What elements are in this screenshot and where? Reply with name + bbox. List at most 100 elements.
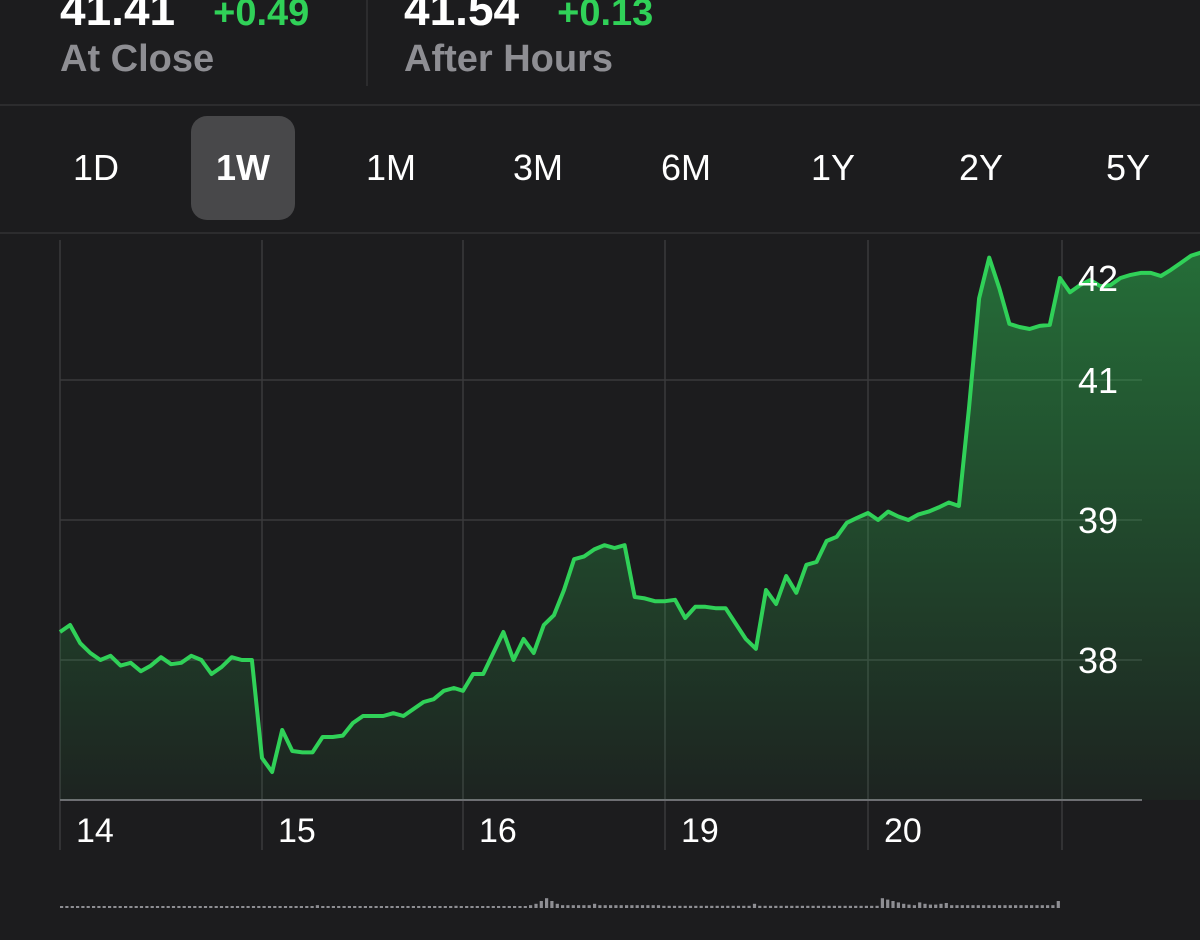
volume-bar — [795, 905, 799, 908]
price-chart[interactable]: 42 41 39 38 14 15 16 19 20 — [0, 234, 1200, 940]
volume-bar — [625, 905, 629, 908]
volume-bar — [411, 906, 415, 908]
volume-bar — [230, 906, 234, 908]
volume-bar — [939, 903, 943, 908]
close-quote: 41.41 +0.49 At Close — [60, 0, 310, 80]
volume-bar — [774, 905, 778, 908]
volume-bar — [60, 906, 64, 908]
volume-bar — [598, 905, 602, 908]
volume-bar — [827, 905, 831, 908]
y-tick-label: 38 — [1078, 640, 1118, 681]
volume-bar — [886, 899, 890, 908]
volume-bar — [523, 906, 527, 908]
tab-1y[interactable]: 1Y — [810, 147, 856, 188]
y-axis: 42 41 39 38 — [1078, 258, 1118, 681]
tab-3m[interactable]: 3M — [512, 147, 563, 188]
volume-bar — [305, 906, 309, 908]
volume-bar — [545, 898, 549, 908]
volume-bar — [518, 906, 522, 908]
volume-bar — [326, 906, 330, 908]
volume-bar — [321, 906, 325, 908]
volume-bar — [353, 906, 357, 908]
volume-bar — [139, 906, 144, 908]
volume-bar — [678, 905, 682, 908]
tab-2y[interactable]: 2Y — [958, 147, 1004, 188]
volume-bar — [241, 906, 245, 908]
volume-bar — [577, 905, 581, 908]
volume-bar — [86, 906, 90, 908]
volume-bar — [747, 905, 751, 908]
volume-bar — [390, 906, 394, 908]
volume-bar — [875, 905, 879, 908]
volume-bar — [438, 906, 442, 908]
volume-bar — [251, 906, 256, 908]
volume-bar — [571, 905, 575, 908]
tab-5y[interactable]: 5Y — [1105, 147, 1151, 188]
volume-bar — [214, 906, 218, 908]
volume-bar — [347, 906, 351, 908]
volume-bar — [1056, 901, 1060, 908]
volume-bar — [507, 906, 511, 908]
volume-bar — [534, 903, 538, 908]
volume-bar — [955, 905, 959, 908]
volume-bar — [726, 905, 730, 908]
y-tick-label: 42 — [1078, 258, 1118, 299]
volume-bar — [699, 905, 703, 908]
volume-bar — [289, 906, 293, 908]
volume-bar — [225, 906, 229, 908]
volume-bar — [166, 906, 170, 908]
volume-bar — [870, 905, 874, 908]
volume-bar — [902, 903, 906, 908]
volume-bar — [854, 905, 858, 908]
volume-bar — [129, 906, 133, 908]
volume-bar — [566, 905, 570, 908]
volume-bar — [102, 906, 106, 908]
volume-bar — [427, 906, 431, 908]
tab-6m[interactable]: 6M — [660, 147, 711, 188]
volume-bar — [912, 905, 916, 908]
volume-bar — [134, 906, 138, 908]
volume-bar — [502, 906, 506, 908]
close-change: +0.49 — [213, 0, 310, 34]
volume-bar — [758, 905, 762, 908]
volume-bar — [832, 905, 836, 908]
y-tick-label: 39 — [1078, 500, 1118, 541]
volume-bar — [124, 906, 128, 908]
volume-bars — [60, 898, 1060, 908]
volume-bar — [966, 905, 970, 908]
volume-bar — [481, 906, 485, 908]
tab-1w[interactable]: 1W — [191, 116, 295, 220]
volume-bar — [934, 904, 938, 908]
range-tabs: 1D 1W 1M 3M 6M 1Y 2Y 5Y — [0, 116, 1200, 222]
volume-bar — [299, 906, 303, 908]
volume-bar — [374, 906, 378, 908]
volume-bar — [896, 902, 900, 908]
close-label: At Close — [60, 38, 215, 80]
volume-bar — [1019, 905, 1023, 908]
volume-bar — [555, 903, 559, 908]
volume-bar — [539, 901, 543, 908]
volume-bar — [790, 905, 794, 908]
tabs-divider — [0, 232, 1200, 234]
volume-bar — [822, 905, 826, 908]
volume-bar — [235, 906, 240, 908]
volume-bar — [656, 905, 661, 908]
volume-bar — [118, 906, 122, 908]
tab-1d[interactable]: 1D — [72, 147, 120, 188]
after-hours-quote: 41.54 +0.13 After Hours — [404, 0, 653, 80]
close-price: 41.41 — [60, 0, 176, 35]
tab-1m[interactable]: 1M — [365, 147, 416, 188]
volume-bar — [976, 905, 980, 908]
volume-bar — [422, 906, 426, 908]
volume-bar — [816, 905, 820, 908]
volume-bar — [752, 903, 757, 908]
header-divider — [0, 104, 1200, 106]
volume-bar — [704, 905, 709, 908]
volume-bar — [283, 906, 288, 908]
volume-bar — [720, 905, 725, 908]
volume-bar — [97, 906, 101, 908]
x-axis: 14 15 16 19 20 — [76, 812, 922, 850]
after-hours-price: 41.54 — [404, 0, 520, 35]
volume-bar — [891, 901, 895, 908]
volume-bar — [710, 905, 714, 908]
